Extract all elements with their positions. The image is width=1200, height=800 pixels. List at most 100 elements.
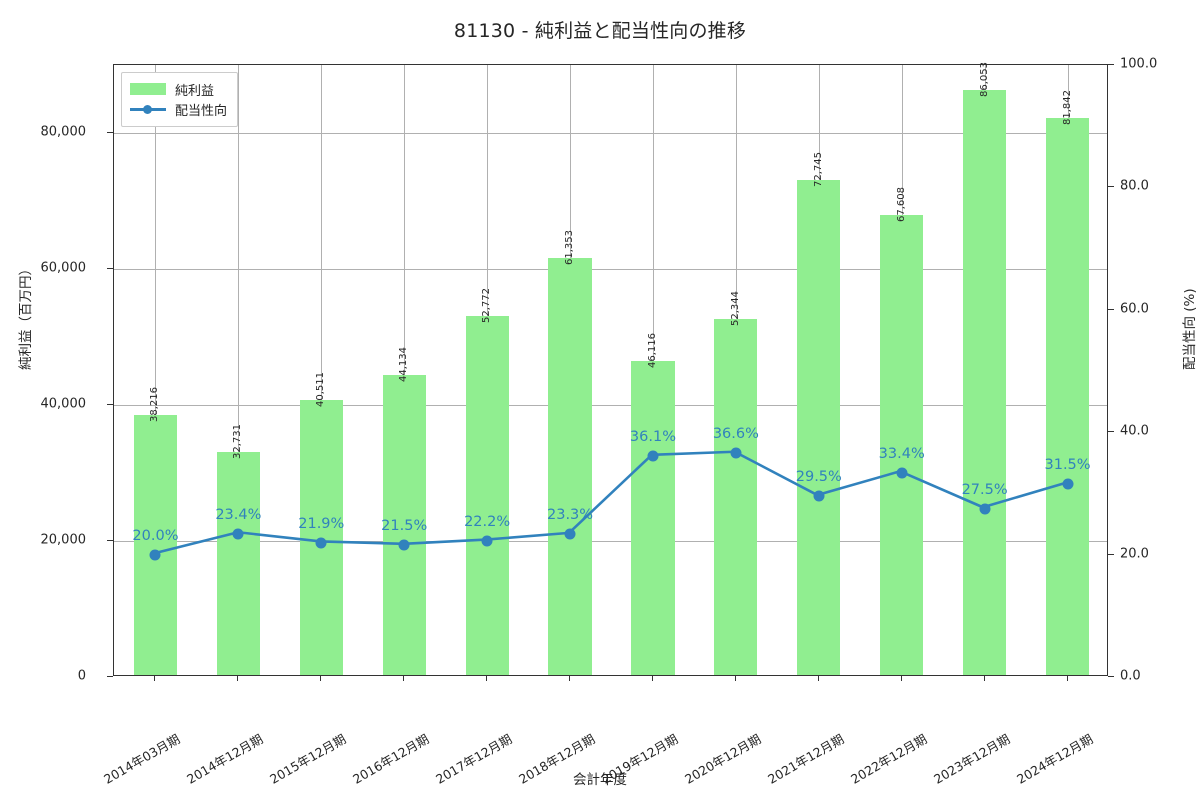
bar[interactable] — [133, 415, 177, 675]
bar-value-label: 46,116 — [646, 333, 658, 369]
gridline-horizontal — [114, 269, 1107, 270]
y-axis-right-tick-label: 40.0 — [1120, 423, 1149, 439]
bar[interactable] — [880, 215, 924, 675]
y-axis-right-tick-mark — [1108, 308, 1114, 310]
y-axis-right-tick-mark — [1108, 64, 1114, 65]
line-data-point[interactable] — [1062, 478, 1074, 490]
blue-line-marker-swatch-icon — [130, 103, 166, 115]
legend-item-net-income: 純利益 — [130, 79, 227, 99]
y-axis-right-tick-label: 60.0 — [1120, 301, 1149, 317]
line-value-label: 27.5% — [961, 481, 1008, 498]
line-value-label: 22.2% — [464, 514, 511, 531]
bar-value-label: 40,511 — [315, 371, 327, 407]
x-axis-tick-mark — [983, 676, 985, 681]
line-data-point[interactable] — [232, 528, 244, 540]
bar-value-label: 44,134 — [398, 346, 410, 382]
line-data-point[interactable] — [564, 528, 576, 540]
y-axis-left-tick-mark — [107, 540, 113, 541]
line-data-point[interactable] — [398, 539, 410, 551]
plot-area: 38,216 32,731 40,511 44,134 52,772 61,353 46,1… — [113, 61, 1108, 676]
y-axis-left-tick-label: 20,000 — [40, 532, 87, 548]
chart-legend: 純利益 配当性向 — [121, 72, 239, 127]
line-value-label: 21.9% — [298, 515, 345, 532]
line-value-label: 29.5% — [795, 469, 842, 486]
bar-value-label: 81,842 — [1061, 90, 1073, 126]
bar-value-label: 72,745 — [812, 152, 824, 188]
y-axis-left-tick-label: 80,000 — [40, 124, 87, 140]
gridline-horizontal — [114, 541, 1107, 542]
y-axis-left-tick-mark — [107, 268, 113, 269]
bar[interactable] — [382, 374, 426, 675]
y-axis-right-tick-label: 0.0 — [1120, 668, 1141, 684]
bar-value-label: 38,216 — [149, 387, 161, 423]
y-axis-left-tick-mark — [107, 132, 113, 133]
bar[interactable] — [797, 180, 841, 675]
y-axis-left-tick-label: 40,000 — [40, 396, 87, 412]
legend-item-payout-ratio: 配当性向 — [130, 99, 227, 119]
bar[interactable] — [714, 319, 758, 675]
bar-value-label: 61,353 — [564, 229, 576, 265]
bar[interactable] — [963, 89, 1007, 675]
line-data-point[interactable] — [730, 447, 742, 459]
y-axis-right-tick-label: 80.0 — [1120, 178, 1149, 194]
x-axis-tick-mark — [320, 676, 322, 681]
line-value-label: 21.5% — [381, 518, 428, 535]
y-axis-right-tick-label: 100.0 — [1120, 56, 1158, 72]
bar-value-label: 52,772 — [481, 288, 493, 324]
y-axis-right-tick-mark — [1108, 553, 1114, 555]
y-axis-left-tick-mark — [107, 404, 113, 405]
x-axis-tick-mark — [569, 676, 571, 681]
x-axis-tick-mark — [486, 676, 488, 681]
bar-value-label: 67,608 — [895, 187, 907, 223]
x-axis-tick-mark — [154, 676, 156, 681]
green-bar-swatch-icon — [130, 83, 166, 95]
bar-series-layer — [114, 65, 1107, 675]
bar[interactable] — [548, 257, 592, 675]
line-data-point[interactable] — [979, 503, 991, 515]
gridline-vertical — [155, 65, 157, 675]
gridline-vertical — [321, 65, 323, 675]
legend-label-net-income: 純利益 — [175, 83, 215, 99]
bar-value-label: 86,053 — [978, 61, 990, 97]
bar[interactable] — [216, 452, 260, 675]
x-axis-tick-mark — [237, 676, 239, 681]
y-axis-right-tick-mark — [1108, 186, 1114, 188]
x-axis-label: 会計年度 — [573, 772, 627, 788]
bar[interactable] — [1045, 118, 1090, 675]
legend-label-payout-ratio: 配当性向 — [175, 103, 228, 119]
y-axis-right-tick-label: 20.0 — [1120, 546, 1149, 562]
x-axis-tick-mark — [403, 676, 405, 681]
line-series-layer — [154, 450, 1067, 555]
chart-title: 81130 - 純利益と配当性向の推移 — [453, 20, 747, 42]
y-axis-left-label: 純利益（百万円） — [18, 262, 34, 370]
y-axis-left-tick-label: 0 — [77, 668, 86, 684]
bar[interactable] — [465, 316, 509, 675]
line-value-label: 36.6% — [712, 426, 759, 442]
x-axis-tick-mark — [817, 676, 819, 681]
bar-value-label: 52,344 — [729, 291, 741, 327]
line-data-point[interactable] — [149, 549, 161, 561]
bar-value-label: 32,731 — [232, 424, 244, 460]
line-data-point[interactable] — [315, 537, 327, 549]
dividend-payout-line — [154, 450, 1067, 555]
x-axis-tick-mark — [900, 676, 902, 681]
line-value-label: 36.1% — [629, 429, 676, 446]
line-data-point[interactable] — [896, 467, 908, 479]
line-value-label: 33.4% — [878, 445, 925, 462]
line-value-label: 23.4% — [215, 506, 262, 523]
gridline-vertical — [238, 65, 240, 675]
line-data-point[interactable] — [813, 490, 825, 502]
line-data-point[interactable] — [647, 450, 659, 462]
y-axis-right-label: 配当性向 (%) — [1182, 288, 1198, 370]
gridline-vertical — [404, 65, 406, 675]
y-axis-left-tick-label: 60,000 — [40, 260, 87, 276]
bar[interactable] — [631, 361, 675, 675]
x-axis-tick-mark — [651, 676, 653, 681]
y-axis-right-tick-mark — [1108, 676, 1114, 677]
line-value-label: 23.3% — [546, 507, 594, 524]
bar[interactable] — [299, 399, 343, 675]
line-value-label: 31.5% — [1044, 457, 1091, 474]
line-data-point[interactable] — [481, 535, 493, 547]
gridline-horizontal — [114, 133, 1107, 134]
